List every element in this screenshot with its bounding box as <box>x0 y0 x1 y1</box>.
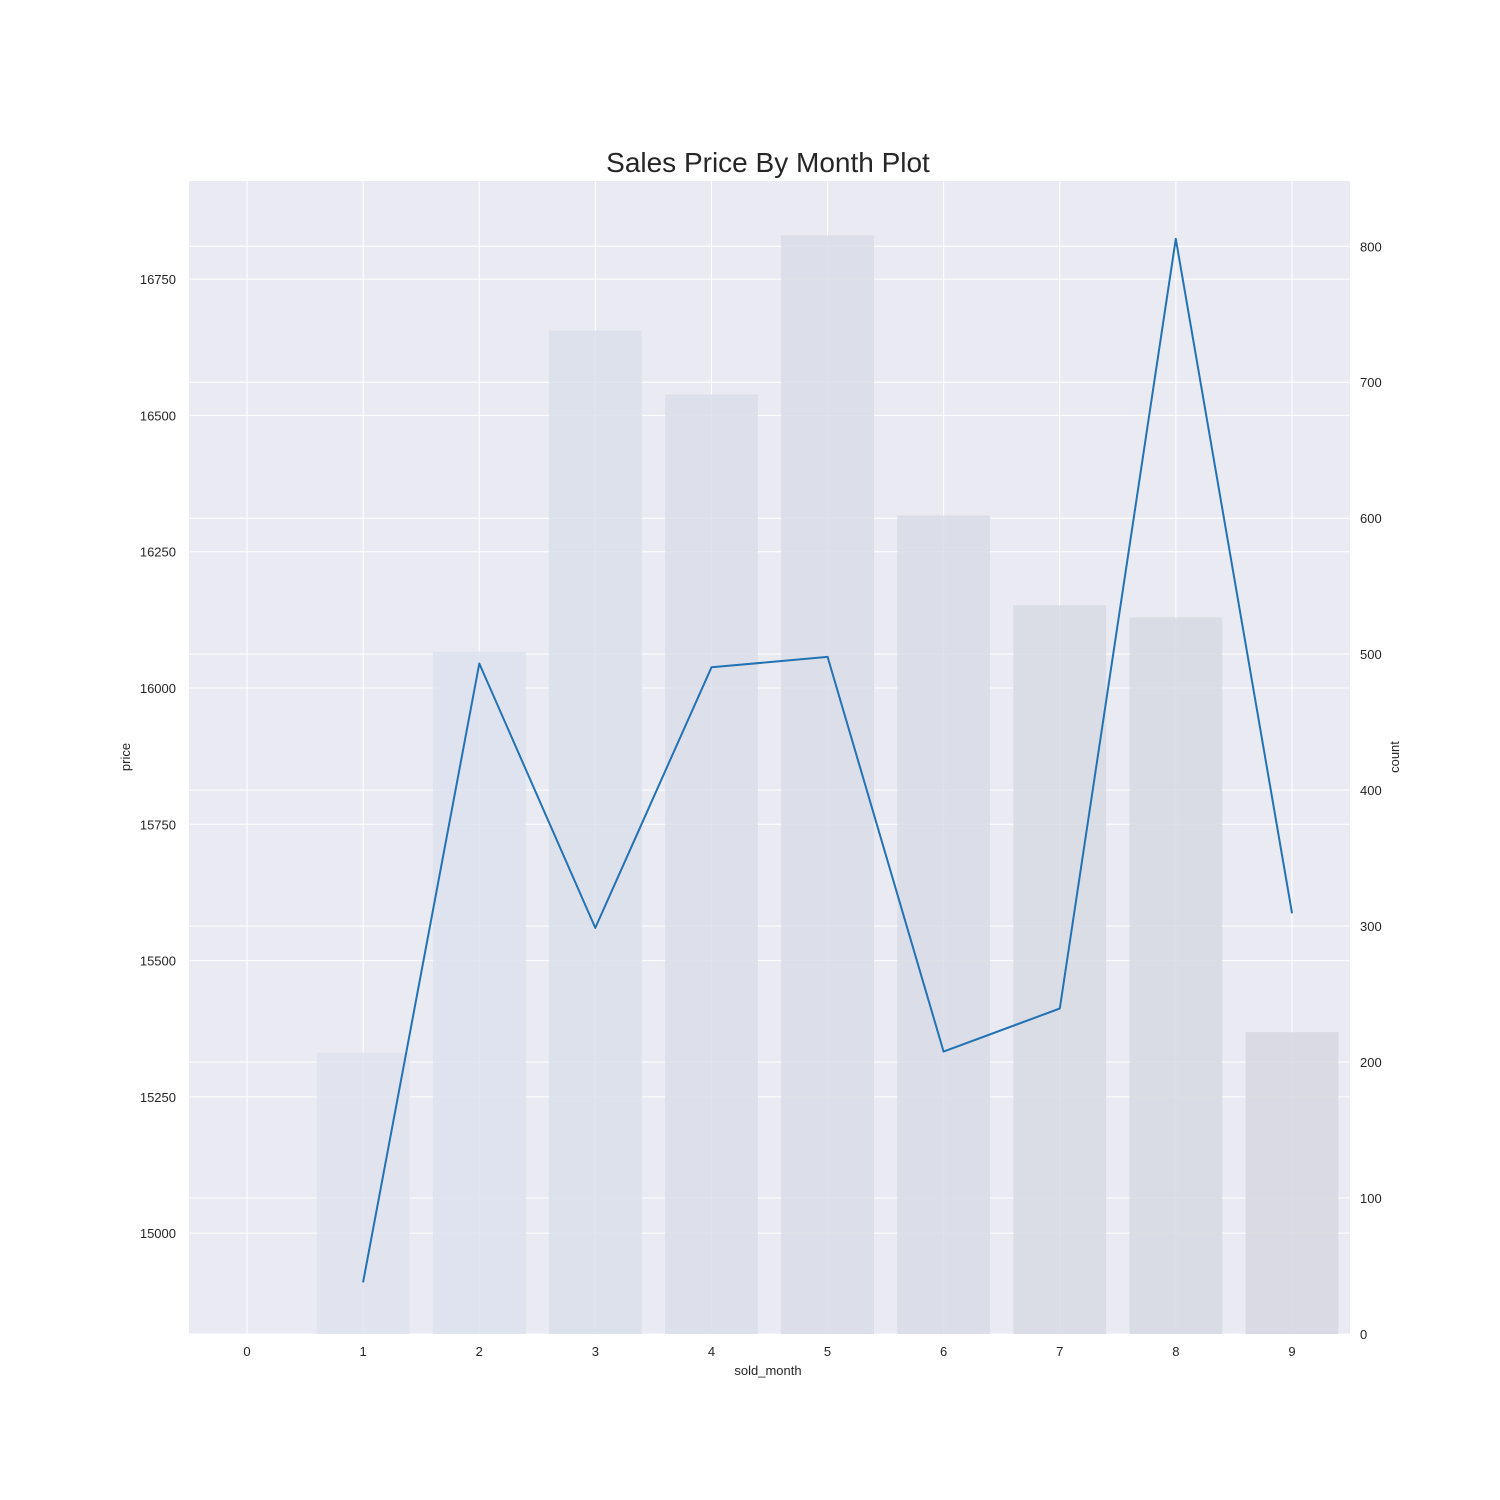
line-point <box>1175 238 1177 240</box>
left-tick-label: 15750 <box>140 817 176 832</box>
line-point <box>594 927 596 929</box>
right-tick-label: 700 <box>1360 375 1382 390</box>
line-point <box>710 666 712 668</box>
x-tick-label: 1 <box>360 1344 367 1359</box>
right-tick-label: 100 <box>1360 1191 1382 1206</box>
chart-title: Sales Price By Month Plot <box>606 147 930 178</box>
line-point <box>1059 1008 1061 1010</box>
line-series <box>362 237 1293 1283</box>
left-tick-label: 16500 <box>140 408 176 423</box>
bar-series <box>316 235 1339 1335</box>
x-tick-label: 3 <box>592 1344 599 1359</box>
right-tick-label: 400 <box>1360 783 1382 798</box>
bar <box>316 1052 410 1334</box>
right-tick-label: 600 <box>1360 511 1382 526</box>
left-tick-label: 15500 <box>140 954 176 969</box>
left-tick-label: 15000 <box>140 1226 176 1241</box>
line-point <box>362 1281 364 1283</box>
left-tick-label: 16000 <box>140 681 176 696</box>
x-tick-label: 7 <box>1056 1344 1063 1359</box>
x-tick-label: 0 <box>243 1344 250 1359</box>
x-tick-label: 9 <box>1288 1344 1295 1359</box>
bar <box>432 651 526 1334</box>
x-tick-label: 2 <box>476 1344 483 1359</box>
left-tick-labels: 15000 15250 15500 15750 16000 16250 16500 16750 <box>140 272 176 1241</box>
line-point <box>827 656 829 658</box>
bar <box>665 394 758 1335</box>
bar <box>897 515 991 1334</box>
bar <box>1013 605 1107 1334</box>
bar <box>548 330 642 1334</box>
right-tick-label: 500 <box>1360 647 1382 662</box>
right-tick-labels: 0 100 200 300 400 500 600 700 800 <box>1360 239 1382 1342</box>
x-tick-label: 4 <box>708 1344 715 1359</box>
x-axis-label: sold_month <box>734 1363 801 1378</box>
x-tick-label: 5 <box>824 1344 831 1359</box>
left-tick-label: 16250 <box>140 545 176 560</box>
line-point <box>943 1051 945 1053</box>
bar <box>1245 1032 1339 1334</box>
left-axis-label: price <box>118 743 133 771</box>
line-point <box>1291 912 1293 914</box>
x-tick-label: 8 <box>1172 1344 1179 1359</box>
bar <box>1129 617 1223 1334</box>
right-tick-label: 300 <box>1360 919 1382 934</box>
left-tick-label: 16750 <box>140 272 176 287</box>
line-point <box>478 662 480 664</box>
x-tick-labels: 0 1 2 3 4 5 6 7 8 9 <box>243 1344 1295 1359</box>
x-tick-label: 6 <box>940 1344 947 1359</box>
bar <box>781 235 874 1334</box>
right-tick-label: 800 <box>1360 239 1382 254</box>
right-tick-label: 0 <box>1360 1327 1367 1342</box>
right-tick-label: 200 <box>1360 1055 1382 1070</box>
left-tick-label: 15250 <box>140 1090 176 1105</box>
right-axis-label: count <box>1387 741 1402 773</box>
